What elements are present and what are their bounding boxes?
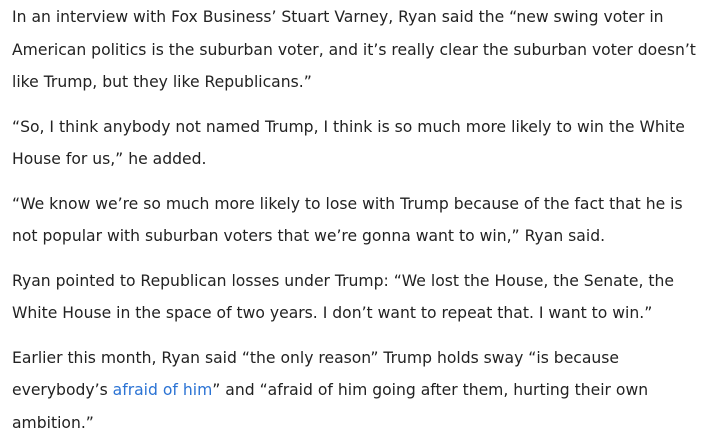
text-line: like Trump, but they like Republicans.” (12, 73, 312, 91)
text: ” and “afraid of him going after them, h… (212, 381, 649, 399)
text-line: Earlier this month, Ryan said “the only … (12, 348, 620, 367)
text-line: “So, I think anybody not named Trump, I … (12, 117, 685, 136)
text-line: ambition.” (12, 413, 94, 432)
text-line: everybody’s afraid of him” and “afraid o… (12, 374, 719, 407)
text-line: In an interview with Fox Business’ Stuar… (12, 8, 664, 26)
paragraph: Earlier this month, Ryan said “the only … (12, 342, 719, 440)
paragraph: In an interview with Fox Business’ Stuar… (12, 1, 719, 99)
text-line: Ryan pointed to Republican losses under … (12, 271, 674, 290)
paragraph: Ryan pointed to Republican losses under … (12, 265, 719, 330)
paragraph: “So, I think anybody not named Trump, I … (12, 111, 719, 176)
link[interactable]: afraid of him (112, 381, 213, 399)
text-line: not popular with suburban voters that we… (12, 227, 606, 245)
text-line: White House in the space of two years. I… (12, 304, 653, 322)
text-line: “We know we’re so much more likely to lo… (12, 194, 683, 213)
text-line: American politics is the suburban voter,… (12, 40, 696, 59)
text: everybody’s (12, 381, 113, 399)
paragraph: “We know we’re so much more likely to lo… (12, 188, 719, 253)
text-line: House for us,” he added. (12, 150, 207, 168)
